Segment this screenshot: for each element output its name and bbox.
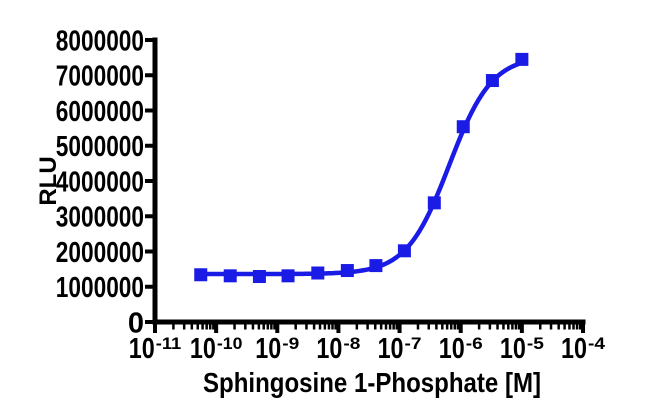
data-point-marker (369, 259, 383, 273)
data-series (194, 52, 529, 284)
y-tick-label: 3000000 (56, 202, 144, 234)
y-tick-label: 8000000 (56, 25, 144, 57)
x-axis-minor-ticks (172, 322, 582, 330)
y-tick-label: 4000000 (56, 166, 144, 198)
data-point-marker (340, 264, 354, 278)
data-point-marker (223, 269, 237, 283)
y-tick-label: 2000000 (56, 237, 144, 269)
fit-curve (198, 60, 525, 277)
data-point-marker (252, 270, 266, 284)
x-tick-label: 10-8 (316, 333, 360, 365)
data-point-marker (456, 120, 470, 134)
x-tick-label: 10-9 (255, 333, 299, 365)
y-axis-ticks (145, 38, 153, 324)
x-tick-label: 10-10 (190, 333, 243, 365)
x-tick-label: 10-6 (439, 333, 483, 365)
data-point-marker (515, 52, 529, 66)
data-point-marker (485, 74, 499, 88)
x-tick-label: 10-4 (561, 333, 606, 365)
x-axis-major-ticks (153, 322, 586, 333)
data-point-marker (427, 196, 441, 210)
data-point-marker (281, 269, 295, 283)
y-tick-label: 6000000 (56, 96, 144, 128)
x-tick-label: 10-7 (378, 333, 422, 365)
data-point-marker (311, 266, 325, 280)
y-tick-label: 5000000 (56, 131, 144, 163)
x-tick-label: 10-5 (500, 333, 544, 365)
y-tick-label: 1000000 (56, 272, 144, 304)
x-tick-label: 10-11 (129, 333, 182, 365)
axes (152, 37, 586, 325)
y-axis-title: RLU (35, 156, 62, 205)
data-point-marker (194, 268, 208, 282)
y-tick-label: 7000000 (56, 61, 144, 93)
y-tick-label: 0 (128, 307, 144, 339)
data-point-marker (397, 244, 411, 258)
x-axis-title: Sphingosine 1-Phosphate [M] (203, 367, 541, 398)
x-axis-tick-labels: 10-11 10-10 10-9 10-8 10-7 10-6 10-5 10-4 (129, 333, 606, 365)
